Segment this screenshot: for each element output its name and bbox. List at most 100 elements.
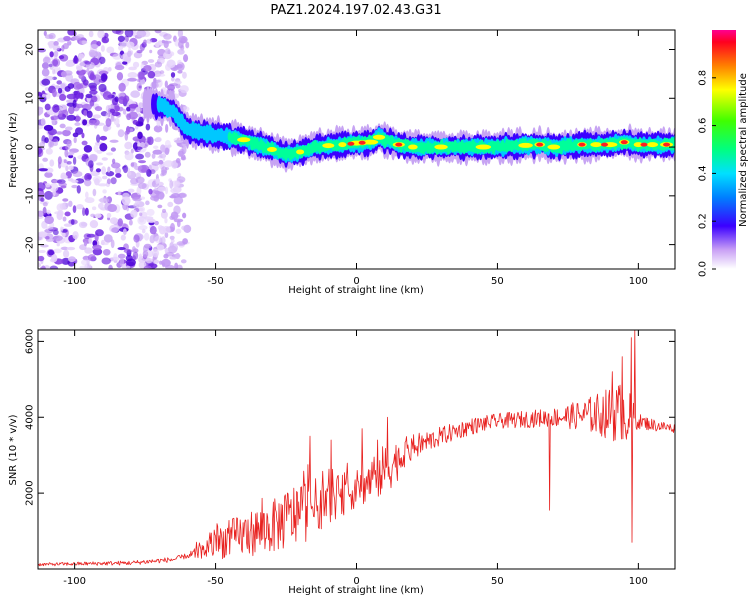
heatmap-noise-cell [118, 45, 124, 51]
heatmap-noise-cell [44, 92, 51, 100]
heatmap-noise-cell [142, 250, 149, 258]
heatmap-noise-cell [64, 149, 69, 158]
heatmap-noise-cell [90, 213, 96, 218]
heatmap-ridge-peak [358, 140, 366, 145]
heatmap-noise-cell [120, 234, 126, 241]
heatmap-noise-cell [101, 36, 110, 44]
heatmap-x-tick-label: 50 [491, 276, 504, 287]
heatmap-noise-cell [103, 32, 109, 38]
heatmap-noise-cell [138, 215, 145, 223]
heatmap-noise-cell [101, 175, 108, 180]
heatmap-noise-cell [145, 257, 153, 264]
heatmap-noise-cell [83, 110, 88, 117]
heatmap-noise-cell [169, 235, 175, 240]
heatmap-noise-cell [65, 144, 71, 151]
heatmap-ridge-core [434, 144, 448, 150]
heatmap-noise-cell [161, 208, 167, 214]
heatmap-noise-cell [111, 30, 122, 34]
heatmap-noise-cell [140, 142, 145, 148]
heatmap-noise-cell [79, 62, 86, 67]
heatmap-noise-cell [173, 205, 181, 215]
heatmap-noise-cell [180, 37, 187, 44]
heatmap-noise-cell [136, 82, 143, 92]
heatmap-noise-cell [99, 197, 110, 204]
heatmap-noise-cell [149, 226, 157, 235]
heatmap-noise-cell [68, 165, 74, 171]
heatmap-noise-cell [127, 188, 135, 193]
heatmap-noise-cell [80, 259, 89, 266]
heatmap-noise-cell [126, 41, 135, 48]
heatmap-noise-cell [124, 152, 134, 161]
heatmap-noise-cell [167, 84, 176, 91]
heatmap-ridge-peak [578, 142, 586, 147]
heatmap-noise-cell [75, 103, 84, 109]
heatmap-noise-cell [182, 238, 188, 245]
heatmap-ridge-core [518, 142, 533, 148]
heatmap-noise-cell [108, 264, 113, 269]
heatmap-noise-cell [44, 34, 54, 40]
heatmap-noise-cell [161, 236, 166, 245]
heatmap-noise-cell [66, 246, 76, 251]
heatmap-noise-cell [40, 197, 45, 202]
heatmap-noise-cell [80, 40, 88, 45]
heatmap-noise-cell [144, 151, 151, 158]
heatmap-noise-cell [58, 55, 65, 60]
heatmap-noise-cell [163, 40, 169, 49]
heatmap-y-label: Frequency (Hz) [8, 112, 19, 188]
heatmap-noise-cell [169, 242, 174, 249]
heatmap-noise-cell [38, 262, 42, 268]
heatmap-noise-cell [79, 265, 90, 269]
heatmap-noise-cell [55, 131, 64, 135]
heatmap-noise-cell [45, 226, 54, 230]
heatmap-noise-cell [100, 242, 109, 246]
heatmap-noise-cell [130, 161, 138, 168]
heatmap-noise-cell [170, 222, 176, 232]
heatmap-noise-cell [40, 244, 49, 248]
heatmap-noise-cell [65, 126, 73, 131]
heatmap-noise-cell [132, 197, 142, 202]
heatmap-noise-cell [122, 108, 127, 115]
heatmap-noise-cell [117, 35, 125, 42]
heatmap-noise-cell [176, 264, 183, 269]
heatmap-noise-cell [110, 177, 117, 185]
snr-y-tick-label: 2000 [25, 480, 36, 505]
heatmap-noise-cell [88, 160, 94, 168]
heatmap-noise-cell [101, 257, 111, 265]
snr-y-ticks: 2000 4000 6000 [25, 329, 675, 506]
heatmap-noise-cell [96, 149, 103, 154]
heatmap-noise-cell [38, 146, 43, 155]
heatmap-noise-cell [85, 93, 93, 99]
heatmap-noise-cell [84, 247, 93, 254]
heatmap-noise-cell [49, 51, 54, 58]
heatmap-ridge-core [296, 149, 305, 155]
heatmap-noise-cell [183, 54, 189, 63]
heatmap-noise-cell [41, 78, 51, 86]
heatmap-noise-cell [89, 220, 99, 229]
heatmap-noise-cell [163, 33, 172, 40]
heatmap-ridge-core [372, 134, 386, 140]
heatmap-noise-cell [149, 235, 155, 244]
snr-x-tick-label: -50 [207, 576, 223, 587]
heatmap-noise-cell [41, 265, 46, 269]
heatmap-noise-cell [111, 227, 119, 233]
heatmap-ridge-core [633, 142, 644, 148]
heatmap-noise-cell [63, 249, 70, 259]
heatmap-y-tick-label: -20 [25, 236, 36, 252]
heatmap-noise-cell [74, 122, 81, 127]
heatmap-noise-cell [155, 178, 160, 185]
heatmap-noise-cell [98, 83, 107, 93]
heatmap-noise-cell [84, 197, 95, 204]
heatmap-noise-cell [111, 158, 116, 164]
heatmap-noise-cell [119, 257, 125, 267]
heatmap-noise-cell [157, 204, 163, 209]
heatmap-noise-cell [175, 252, 181, 260]
colorbar-ticks: 0.0 0.2 0.4 0.6 0.8 [698, 70, 716, 277]
heatmap-noise-cell [180, 259, 187, 264]
colorbar-tick-label: 0.2 [698, 213, 709, 229]
heatmap-ridge-core [408, 144, 418, 150]
heatmap-noise-cell [159, 260, 163, 265]
heatmap-noise-cell [72, 156, 77, 165]
snr-x-tick-label: -100 [63, 576, 86, 587]
heatmap-x-tick-label: -50 [207, 276, 223, 287]
heatmap-noise-cell [177, 70, 183, 74]
